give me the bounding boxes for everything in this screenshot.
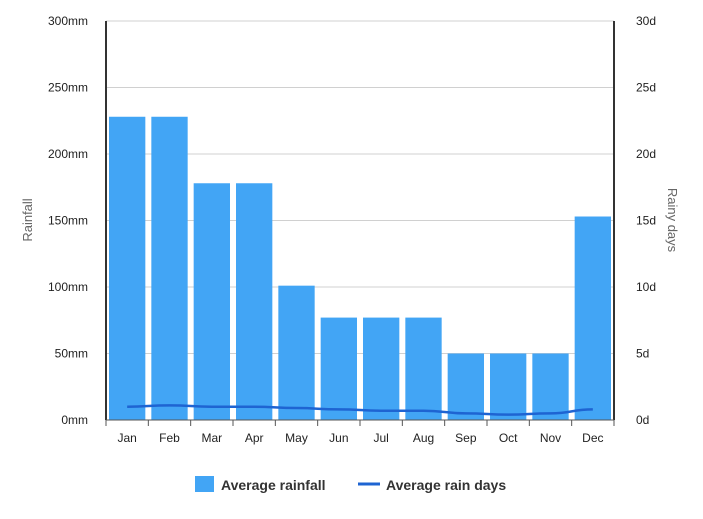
x-tick-label: Nov (540, 431, 561, 445)
x-tick-label: May (285, 431, 308, 445)
y-tick-label: 0mm (61, 413, 88, 427)
y-tick-label: 200mm (48, 147, 88, 161)
y-right-tick-label: 15d (636, 214, 656, 228)
y-right-tick-label: 0d (636, 413, 649, 427)
rainfall-bar[interactable] (405, 317, 442, 420)
x-tick-label: Apr (245, 431, 264, 445)
y-tick-label: 50mm (55, 347, 88, 361)
rainfall-bar[interactable] (320, 317, 357, 420)
rainfall-bar[interactable] (193, 183, 230, 420)
y-tick-label: 300mm (48, 14, 88, 28)
x-tick-label: Jul (373, 431, 388, 445)
rainfall-bar[interactable] (532, 353, 569, 421)
rainfall-bar[interactable] (574, 216, 611, 420)
y-right-tick-label: 10d (636, 280, 656, 294)
y-right-tick-label: 25d (636, 81, 656, 95)
x-tick-label: Jun (329, 431, 348, 445)
right-axis-tick-labels: 0d 5d 10d 15d 20d 25d 30d (636, 14, 656, 427)
legend-rainfall-swatch (195, 476, 214, 492)
y-right-tick-label: 30d (636, 14, 656, 28)
y-right-tick-label: 5d (636, 347, 649, 361)
x-tick-label: Oct (499, 431, 518, 445)
rainfall-bar[interactable] (151, 116, 188, 420)
y-tick-label: 100mm (48, 280, 88, 294)
left-axis-tick-labels: 0mm 50mm 100mm 150mm 200mm 250mm 300mm (48, 14, 88, 427)
x-tick-label: Dec (582, 431, 603, 445)
legend-rainfall-label: Average rainfall (221, 477, 326, 493)
legend[interactable]: Average rainfall Average rain days (195, 476, 506, 493)
rainfall-bar[interactable] (363, 317, 400, 420)
legend-rain-days-label: Average rain days (386, 477, 506, 493)
rainfall-bar[interactable] (236, 183, 273, 420)
x-tick-label: Jan (117, 431, 136, 445)
rainfall-bar[interactable] (447, 353, 484, 421)
x-tick-label: Feb (159, 431, 180, 445)
y-right-tick-label: 20d (636, 147, 656, 161)
left-axis-title: Rainfall (20, 198, 35, 241)
rain-days-line[interactable] (127, 404, 593, 416)
rainfall-bar[interactable] (490, 353, 527, 421)
rainfall-bars (109, 116, 611, 421)
y-tick-label: 250mm (48, 81, 88, 95)
plot-frame (105, 21, 615, 426)
rainfall-bar[interactable] (109, 116, 146, 420)
rainfall-bar[interactable] (278, 285, 315, 420)
gridlines (106, 20, 614, 354)
x-axis-tick-labels: Jan Feb Mar Apr May Jun Jul Aug Sep Oct Nov Dec (117, 431, 603, 445)
legend-item-rainfall[interactable]: Average rainfall (195, 476, 326, 493)
legend-item-rain-days[interactable]: Average rain days (358, 477, 506, 493)
right-axis-title: Rainy days (665, 188, 680, 253)
x-tick-label: Sep (455, 431, 477, 445)
x-tick-label: Aug (413, 431, 434, 445)
y-tick-label: 150mm (48, 214, 88, 228)
rain-days-line-layer (127, 404, 593, 416)
x-tick-label: Mar (201, 431, 222, 445)
